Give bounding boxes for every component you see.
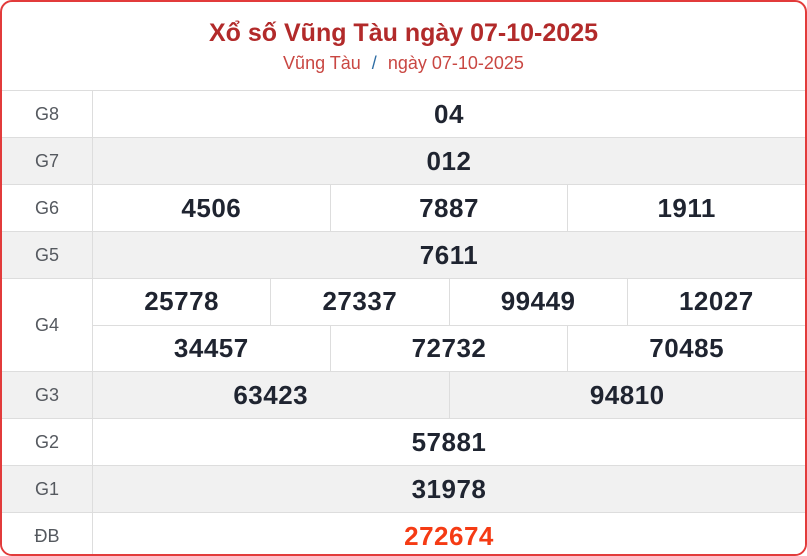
- prize-row-G6: G6 4506 7887 1911: [2, 184, 805, 231]
- prize-values: 63423 94810: [93, 372, 805, 418]
- prize-label: ĐB: [2, 513, 93, 554]
- prize-sub-row: 012: [93, 138, 805, 184]
- breadcrumb: Vũng Tàu / ngày 07-10-2025: [283, 53, 524, 74]
- prize-sub-row: 34457 72732 70485: [93, 324, 805, 371]
- prize-number: 94810: [448, 372, 806, 418]
- prize-number: 31978: [411, 473, 487, 504]
- prize-number: 63423: [233, 379, 309, 410]
- prize-sub-row: 272674: [93, 513, 805, 554]
- prize-number: 4506: [181, 192, 242, 223]
- prize-number: 12027: [626, 279, 805, 325]
- prize-label: G5: [2, 232, 93, 278]
- prize-values: 31978: [93, 466, 805, 512]
- prize-values: 7611: [93, 232, 805, 278]
- prize-row-G1: G1 31978: [2, 465, 805, 512]
- prize-row-ĐB: ĐB 272674: [2, 512, 805, 554]
- prize-values: 4506 7887 1911: [93, 185, 805, 231]
- prize-sub-row: 4506 7887 1911: [93, 185, 805, 231]
- prize-sub-row: 31978: [93, 466, 805, 512]
- prize-number: 7887: [329, 185, 568, 231]
- prize-values: 272674: [93, 513, 805, 554]
- prize-row-G3: G3 63423 94810: [2, 371, 805, 418]
- prize-sub-row: 04: [93, 91, 805, 137]
- prize-number: 7611: [419, 239, 479, 270]
- prize-values: 57881: [93, 419, 805, 465]
- prize-label: G4: [2, 279, 93, 371]
- prize-label: G6: [2, 185, 93, 231]
- prize-number: 70485: [567, 325, 805, 371]
- prize-label: G1: [2, 466, 93, 512]
- breadcrumb-separator: /: [371, 53, 377, 74]
- result-header: Xổ số Vũng Tàu ngày 07-10-2025 Vũng Tàu …: [2, 2, 805, 90]
- prize-sub-row: 25778 27337 99449 12027: [93, 279, 805, 325]
- prize-number: 04: [434, 98, 464, 129]
- prize-sub-row: 63423 94810: [93, 372, 805, 418]
- prize-values: 04: [93, 91, 805, 137]
- breadcrumb-date-link[interactable]: ngày 07-10-2025: [387, 53, 524, 74]
- prize-number: 27337: [270, 279, 448, 325]
- results-table: G8 04 G7 012 G6 4506 7887 1911 G5 7611 G4 25778 2733…: [2, 90, 805, 554]
- prize-label: G2: [2, 419, 93, 465]
- prize-sub-row: 7611: [93, 232, 805, 278]
- page-title: Xổ số Vũng Tàu ngày 07-10-2025: [208, 18, 598, 47]
- prize-values: 25778 27337 99449 12027 34457 72732 70485: [93, 279, 805, 371]
- breadcrumb-region-link[interactable]: Vũng Tàu: [283, 53, 361, 74]
- prize-sub-row: 57881: [93, 419, 805, 465]
- prize-number: 012: [426, 145, 472, 176]
- prize-number: 1911: [567, 185, 805, 231]
- prize-row-G7: G7 012: [2, 137, 805, 184]
- prize-label: G3: [2, 372, 93, 418]
- prize-number: 72732: [329, 325, 568, 371]
- prize-number: 25778: [144, 286, 220, 317]
- prize-row-G4: G4 25778 27337 99449 12027 34457 72732 70485: [2, 278, 805, 371]
- prize-row-G2: G2 57881: [2, 418, 805, 465]
- prize-row-G5: G5 7611: [2, 231, 805, 278]
- prize-row-G8: G8 04: [2, 90, 805, 137]
- prize-number: 99449: [448, 279, 627, 325]
- prize-number: 57881: [411, 426, 487, 457]
- prize-number: 272674: [404, 520, 494, 551]
- prize-label: G8: [2, 91, 93, 137]
- prize-label: G7: [2, 138, 93, 184]
- prize-number: 34457: [173, 332, 249, 363]
- prize-values: 012: [93, 138, 805, 184]
